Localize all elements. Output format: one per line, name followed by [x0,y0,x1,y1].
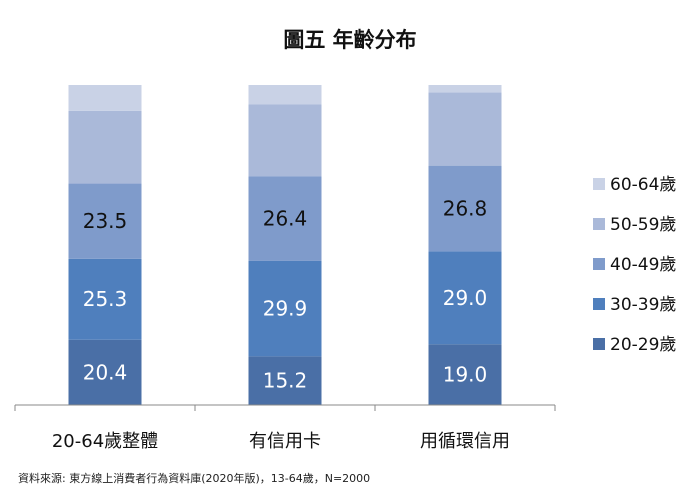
x-axis-tick-labels: 20-64歲整體 有信用卡 用循環信用 [52,431,510,452]
x-axis-ticks [14,405,556,411]
x-axis-tick-label: 20-64歲整體 [52,431,158,452]
bar-segment-20-29歲 [248,356,322,405]
chart-title: 圖五 年齡分布 [283,28,417,52]
bar-labels-group: 20.4 25.3 23.5 15.2 29.9 26.4 19.0 29.0 26.8 [83,197,488,393]
bar-segment-30-39歲 [428,251,502,345]
legend-label: 20-29歲 [610,335,676,355]
bar-segment-30-39歲 [68,258,142,340]
bar-segment-40-49歲 [68,183,142,259]
bar-segment-40-49歲 [248,176,322,261]
bar-segment-50-59歲 [428,92,502,166]
legend-swatch [593,178,605,190]
data-label: 15.2 [263,369,308,393]
legend-swatch [593,298,605,310]
data-label: 19.0 [443,363,488,387]
x-axis-tick-label: 用循環信用 [420,431,510,452]
bar-segment-50-59歲 [248,104,322,177]
data-label: 20.4 [83,360,128,384]
legend-swatch [593,218,605,230]
bar-segment-20-29歲 [68,339,142,405]
source-note: 資料來源: 東方線上消費者行為資料庫(2020年版)，13-64歲，N=2000 [18,472,371,485]
bar-segment-50-59歲 [68,110,142,184]
legend-label: 50-59歲 [610,215,676,235]
bars-group [68,85,502,405]
bar-segment-20-29歲 [428,344,502,405]
data-label: 26.8 [443,197,488,221]
data-label: 26.4 [263,206,308,230]
bar-segment-60-64歲 [248,85,322,105]
bar-segment-40-49歲 [428,165,502,252]
legend-swatch [593,338,605,350]
data-label: 25.3 [83,287,128,311]
bar-segment-60-64歲 [428,85,502,93]
legend-label: 60-64歲 [610,175,676,195]
data-label: 29.9 [263,297,308,321]
legend: 60-64歲 50-59歲 40-49歲 30-39歲 20-29歲 [593,175,676,355]
bar-segment-60-64歲 [68,85,142,111]
bar-segment-30-39歲 [248,260,322,357]
x-axis-tick-label: 有信用卡 [249,431,321,452]
legend-swatch [593,258,605,270]
legend-label: 30-39歲 [610,295,676,315]
data-label: 29.0 [443,286,488,310]
data-label: 23.5 [83,209,128,233]
legend-label: 40-49歲 [610,255,676,275]
